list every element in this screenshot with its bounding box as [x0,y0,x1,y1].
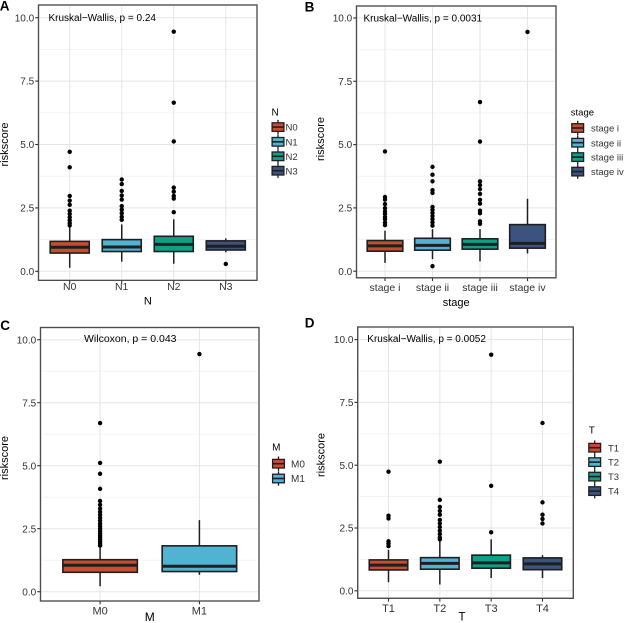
svg-text:stage iii: stage iii [591,153,623,164]
svg-text:0.0: 0.0 [20,267,34,278]
svg-text:stage i: stage i [591,124,619,135]
svg-text:riskscore: riskscore [0,436,11,480]
svg-text:M0: M0 [92,605,107,617]
svg-text:stage iv: stage iv [591,167,624,178]
svg-text:M1: M1 [192,605,207,617]
svg-text:C: C [0,318,10,333]
svg-text:5.0: 5.0 [22,461,36,472]
svg-text:10.0: 10.0 [334,335,354,346]
svg-text:2.5: 2.5 [20,204,34,215]
svg-text:M0: M0 [291,459,305,470]
svg-text:5.0: 5.0 [338,140,352,151]
svg-text:riskscore: riskscore [315,117,327,161]
svg-text:N2: N2 [286,152,298,163]
svg-text:M: M [145,610,155,623]
svg-text:0.0: 0.0 [338,267,352,278]
svg-text:T: T [458,612,465,623]
svg-text:N: N [272,108,279,119]
svg-text:2.5: 2.5 [339,524,353,535]
svg-text:stage: stage [443,297,470,309]
svg-text:B: B [305,0,315,14]
svg-text:7.5: 7.5 [20,77,34,88]
svg-text:N1: N1 [286,137,298,148]
svg-text:0.0: 0.0 [22,587,36,598]
svg-text:T4: T4 [536,603,549,615]
svg-text:N0: N0 [63,281,77,293]
svg-text:stage ii: stage ii [591,138,621,149]
svg-text:7.5: 7.5 [22,398,36,409]
svg-text:7.5: 7.5 [339,398,353,409]
svg-text:10.0: 10.0 [15,13,35,24]
svg-text:Kruskal−Wallis, p = 0.0052: Kruskal−Wallis, p = 0.0052 [367,334,486,345]
svg-text:Kruskal−Wallis, p = 0.24: Kruskal−Wallis, p = 0.24 [49,13,157,24]
svg-text:stage iv: stage iv [509,282,546,294]
svg-text:T4: T4 [608,487,619,498]
svg-text:stage ii: stage ii [416,282,449,294]
svg-text:T3: T3 [485,603,498,615]
svg-text:N2: N2 [167,281,181,293]
svg-text:riskscore: riskscore [0,122,11,166]
svg-text:10.0: 10.0 [333,14,353,25]
svg-text:M: M [272,443,280,454]
svg-text:N1: N1 [115,281,129,293]
svg-text:7.5: 7.5 [338,77,352,88]
svg-text:D: D [305,316,315,331]
svg-text:stage i: stage i [370,282,401,294]
svg-text:0.0: 0.0 [339,586,353,597]
svg-text:T2: T2 [608,458,619,469]
svg-text:T: T [589,426,595,437]
svg-text:N3: N3 [219,281,233,293]
svg-text:2.5: 2.5 [338,204,352,215]
svg-text:T1: T1 [608,443,619,454]
svg-text:2.5: 2.5 [22,524,36,535]
svg-text:stage: stage [571,108,594,119]
svg-text:Wilcoxon, p = 0.043: Wilcoxon, p = 0.043 [84,333,177,345]
svg-text:N: N [144,296,152,308]
svg-text:T3: T3 [608,472,619,483]
svg-text:T1: T1 [382,603,395,615]
svg-text:5.0: 5.0 [339,461,353,472]
svg-text:N0: N0 [286,123,298,134]
svg-text:stage iii: stage iii [462,282,498,294]
svg-text:A: A [0,0,10,13]
svg-text:riskscore: riskscore [315,433,327,477]
svg-text:10.0: 10.0 [17,335,37,346]
svg-text:N3: N3 [286,166,298,177]
svg-text:Kruskal−Wallis, p = 0.0031: Kruskal−Wallis, p = 0.0031 [364,14,483,25]
svg-text:T2: T2 [433,603,446,615]
svg-text:5.0: 5.0 [20,140,34,151]
svg-text:M1: M1 [291,474,305,485]
